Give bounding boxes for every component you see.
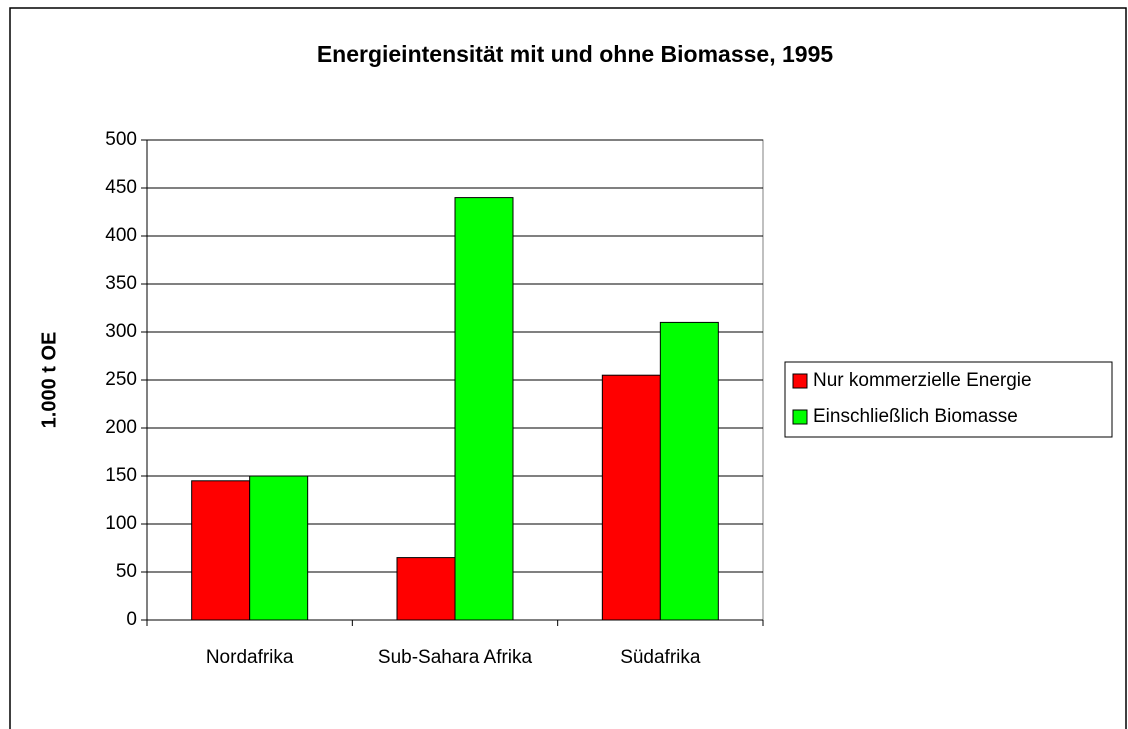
y-tick-label: 200	[105, 417, 137, 438]
y-axis-label: 1.000 t OE	[38, 332, 60, 429]
y-tick-label: 250	[105, 369, 137, 390]
legend-label: Einschließlich Biomasse	[813, 406, 1018, 427]
x-tick-label: Sub-Sahara Afrika	[377, 647, 533, 668]
y-tick-label: 50	[116, 561, 137, 582]
legend-box	[784, 361, 1113, 438]
y-tick-label: 100	[105, 513, 137, 534]
y-tick-label: 500	[105, 129, 137, 150]
y-tick-label: 300	[105, 321, 137, 342]
chart-title: Energieintensität mit und ohne Biomasse,…	[317, 41, 834, 67]
bar	[454, 197, 514, 621]
bar	[601, 374, 661, 621]
bar	[249, 475, 309, 621]
bar	[191, 480, 251, 621]
y-tick-label: 0	[126, 609, 137, 630]
legend-swatch	[792, 373, 808, 389]
y-tick-label: 150	[105, 465, 137, 486]
x-tick-label: Südafrika	[620, 647, 701, 668]
legend-label: Nur kommerzielle Energie	[813, 370, 1032, 391]
y-tick-label: 400	[105, 225, 137, 246]
y-tick-label: 350	[105, 273, 137, 294]
y-tick-label: 450	[105, 177, 137, 198]
bar	[396, 557, 456, 621]
bar	[659, 321, 719, 621]
x-tick-label: Nordafrika	[205, 647, 294, 668]
legend-swatch	[792, 409, 808, 425]
